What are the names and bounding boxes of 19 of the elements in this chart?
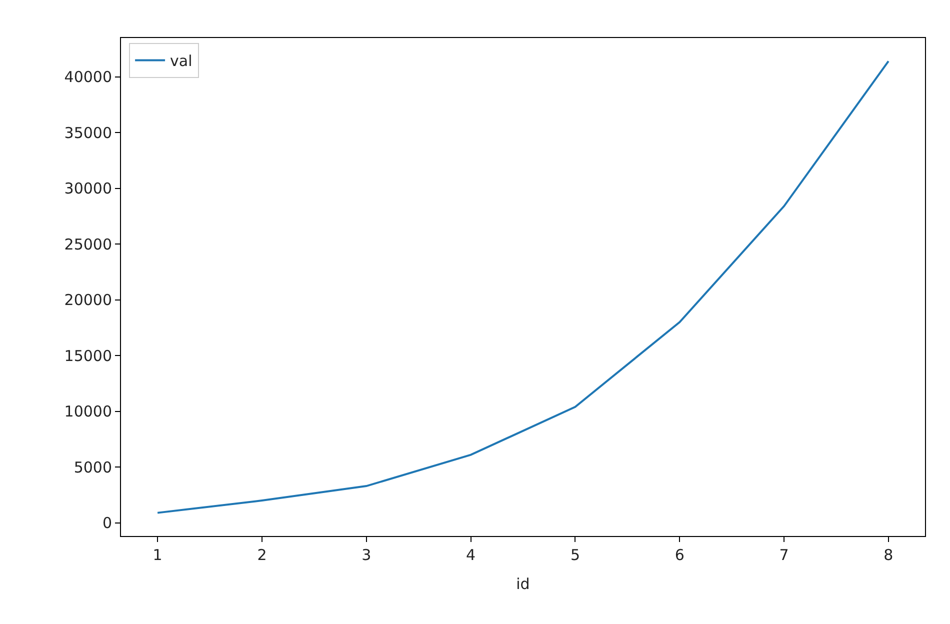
x-tick-label: 1 — [152, 546, 162, 564]
y-tick-label: 15000 — [64, 346, 112, 365]
y-tick-label: 25000 — [64, 235, 112, 254]
x-axis-title: id — [516, 575, 530, 593]
y-tick-label: 30000 — [64, 180, 112, 198]
x-tick-label: 8 — [884, 546, 894, 564]
y-tick-label: 0 — [102, 514, 112, 532]
y-tick-label: 20000 — [64, 291, 112, 310]
x-tick-label: 6 — [674, 546, 684, 564]
legend-label: val — [170, 52, 192, 70]
y-tick-label: 40000 — [64, 68, 112, 86]
x-tick-label: 5 — [570, 546, 580, 564]
x-tick-label: 2 — [257, 546, 267, 564]
x-tick-label: 7 — [779, 546, 789, 564]
x-tick-label: 3 — [362, 546, 372, 564]
x-tick-label: 4 — [466, 546, 476, 564]
y-tick-label: 10000 — [64, 402, 112, 421]
y-tick-label: 5000 — [74, 458, 112, 476]
y-tick-label: 35000 — [64, 124, 112, 142]
